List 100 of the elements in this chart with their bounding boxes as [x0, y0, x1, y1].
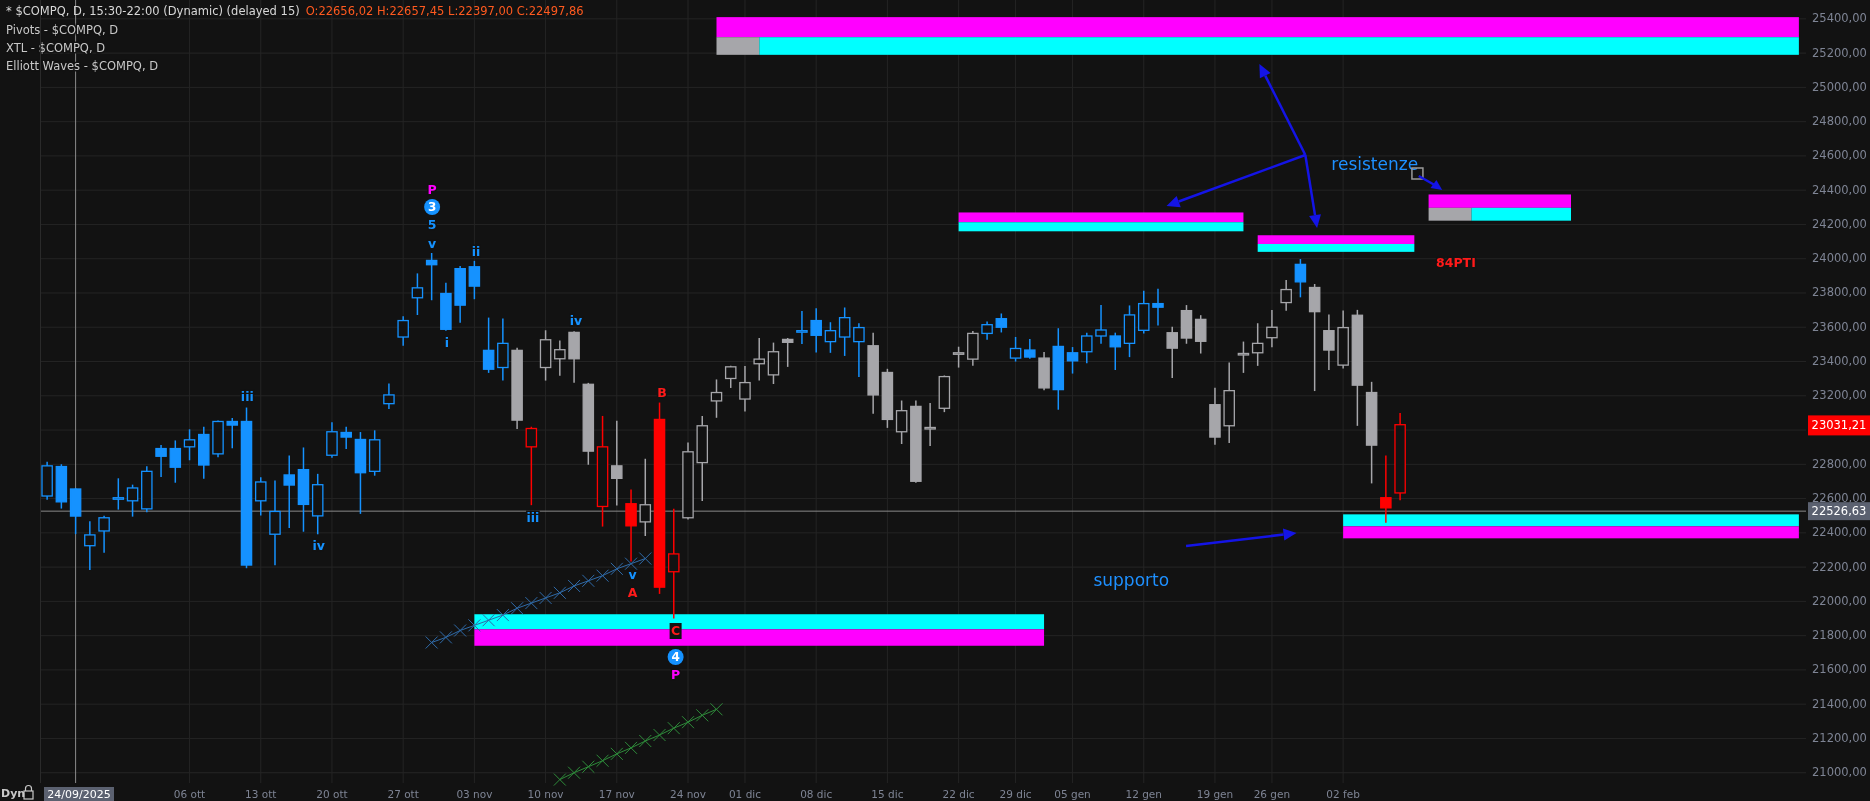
candlestick	[1251, 323, 1264, 366]
candlestick	[1152, 288, 1164, 326]
y-tick-label: 23400,00	[1812, 354, 1867, 369]
chart-title: * $COMPQ, D, 15:30-22:00 (Dynamic) (delayed 15)	[6, 3, 300, 18]
y-tick-label: 21600,00	[1812, 662, 1867, 677]
candlestick	[753, 337, 765, 381]
candlestick	[269, 480, 281, 566]
point	[667, 721, 681, 735]
point	[596, 754, 610, 768]
y-tick-label: 23600,00	[1812, 319, 1867, 334]
y-tick-label: 22400,00	[1812, 525, 1867, 540]
candlestick	[155, 445, 167, 478]
candlestick	[853, 323, 865, 377]
x-tick-label: 24 nov	[670, 788, 707, 800]
point	[653, 728, 667, 742]
annotation: 3	[427, 200, 437, 214]
point	[510, 601, 524, 615]
y-tick-label: 23200,00	[1812, 388, 1867, 403]
annotation: iii	[240, 388, 254, 404]
point	[581, 574, 595, 588]
y-tick-label: 24000,00	[1812, 251, 1867, 266]
y-tick-label: 21400,00	[1812, 696, 1867, 711]
candlestick	[1294, 258, 1307, 298]
point	[610, 562, 624, 576]
candlestick	[1066, 347, 1079, 374]
x-tick-label: 01 dic	[728, 788, 762, 800]
annotation: 5	[427, 216, 437, 232]
candlestick	[84, 521, 96, 571]
point	[567, 579, 581, 593]
x-tick-label: 02 feb	[1326, 788, 1361, 800]
candlestick	[824, 322, 837, 353]
candlestick	[710, 379, 723, 418]
point	[425, 636, 439, 650]
candlestick	[611, 420, 623, 506]
point	[624, 557, 638, 571]
candlestick	[1081, 332, 1093, 364]
annotation: 4	[671, 650, 680, 664]
x-tick-label: 29 dic	[999, 788, 1032, 800]
point	[482, 613, 496, 627]
y-tick-label: 24200,00	[1812, 216, 1867, 231]
x-tick-label: 27 ott	[387, 788, 419, 800]
y-tick-label: 22600,00	[1812, 491, 1867, 506]
y-tick-label: 21800,00	[1812, 628, 1867, 643]
candlestick	[226, 417, 239, 449]
x-tick-label: 15 dic	[871, 788, 904, 800]
candlestick	[1024, 339, 1036, 359]
candlestick	[411, 273, 424, 315]
candlestick	[254, 477, 267, 516]
point	[467, 618, 481, 632]
annotation: C	[671, 622, 681, 638]
candlestick	[1237, 341, 1250, 373]
annotation: iii	[526, 509, 540, 525]
candlestick	[924, 402, 936, 446]
point	[567, 766, 581, 780]
candlestick	[183, 429, 196, 461]
annotation: resistenze	[1331, 154, 1419, 174]
candlestick	[796, 310, 808, 345]
candlestick	[838, 307, 851, 356]
candlestick	[667, 508, 680, 619]
point	[496, 608, 510, 622]
y-tick-label: 24600,00	[1812, 148, 1867, 163]
annotation: P	[671, 666, 681, 682]
y-tick-label: 21200,00	[1812, 730, 1867, 745]
x-tick-label: 10 nov	[527, 788, 564, 800]
candlestick	[525, 426, 538, 506]
y-tick-label: 22200,00	[1812, 559, 1867, 574]
y-tick-label: 21000,00	[1812, 765, 1867, 780]
candlestick	[1095, 305, 1107, 344]
point	[695, 708, 709, 722]
x-tick-label: 13 ott	[245, 788, 277, 800]
annotation: B	[657, 384, 667, 400]
x-tick-label: 17 nov	[598, 788, 635, 800]
x-tick-label: 12 gen	[1125, 788, 1162, 800]
candlestick	[739, 366, 751, 412]
x-tick-label: 05 gen	[1054, 788, 1091, 800]
candlestick	[112, 478, 125, 510]
point	[439, 630, 453, 644]
candlestick	[1194, 315, 1207, 354]
y-tick-label: 23800,00	[1812, 285, 1867, 300]
y-tick-label: 24800,00	[1812, 114, 1867, 129]
point	[553, 773, 567, 787]
candlestick	[1166, 326, 1179, 379]
annotation: iv	[312, 537, 325, 553]
candlestick	[397, 316, 409, 346]
chart-subtitle: O:22656,02 H:22657,45 L:22397,00 C:22497,86	[305, 3, 584, 18]
annotation: i	[444, 334, 449, 350]
x-tick-label: 08 dic	[800, 788, 833, 800]
candlestick	[98, 515, 110, 553]
y-tick-label: 25400,00	[1812, 11, 1867, 26]
ref-line-label: 22526,63	[1811, 503, 1867, 518]
candlestick	[895, 400, 908, 444]
y-tick-label: 25000,00	[1812, 79, 1867, 94]
point	[581, 760, 595, 774]
candlestick	[639, 458, 652, 536]
candlestick	[1280, 280, 1292, 311]
y-tick-label: 22000,00	[1812, 593, 1867, 608]
candlestick	[1109, 332, 1122, 370]
point	[624, 741, 638, 755]
candlestick	[1266, 309, 1278, 348]
candlestick	[1009, 336, 1022, 362]
